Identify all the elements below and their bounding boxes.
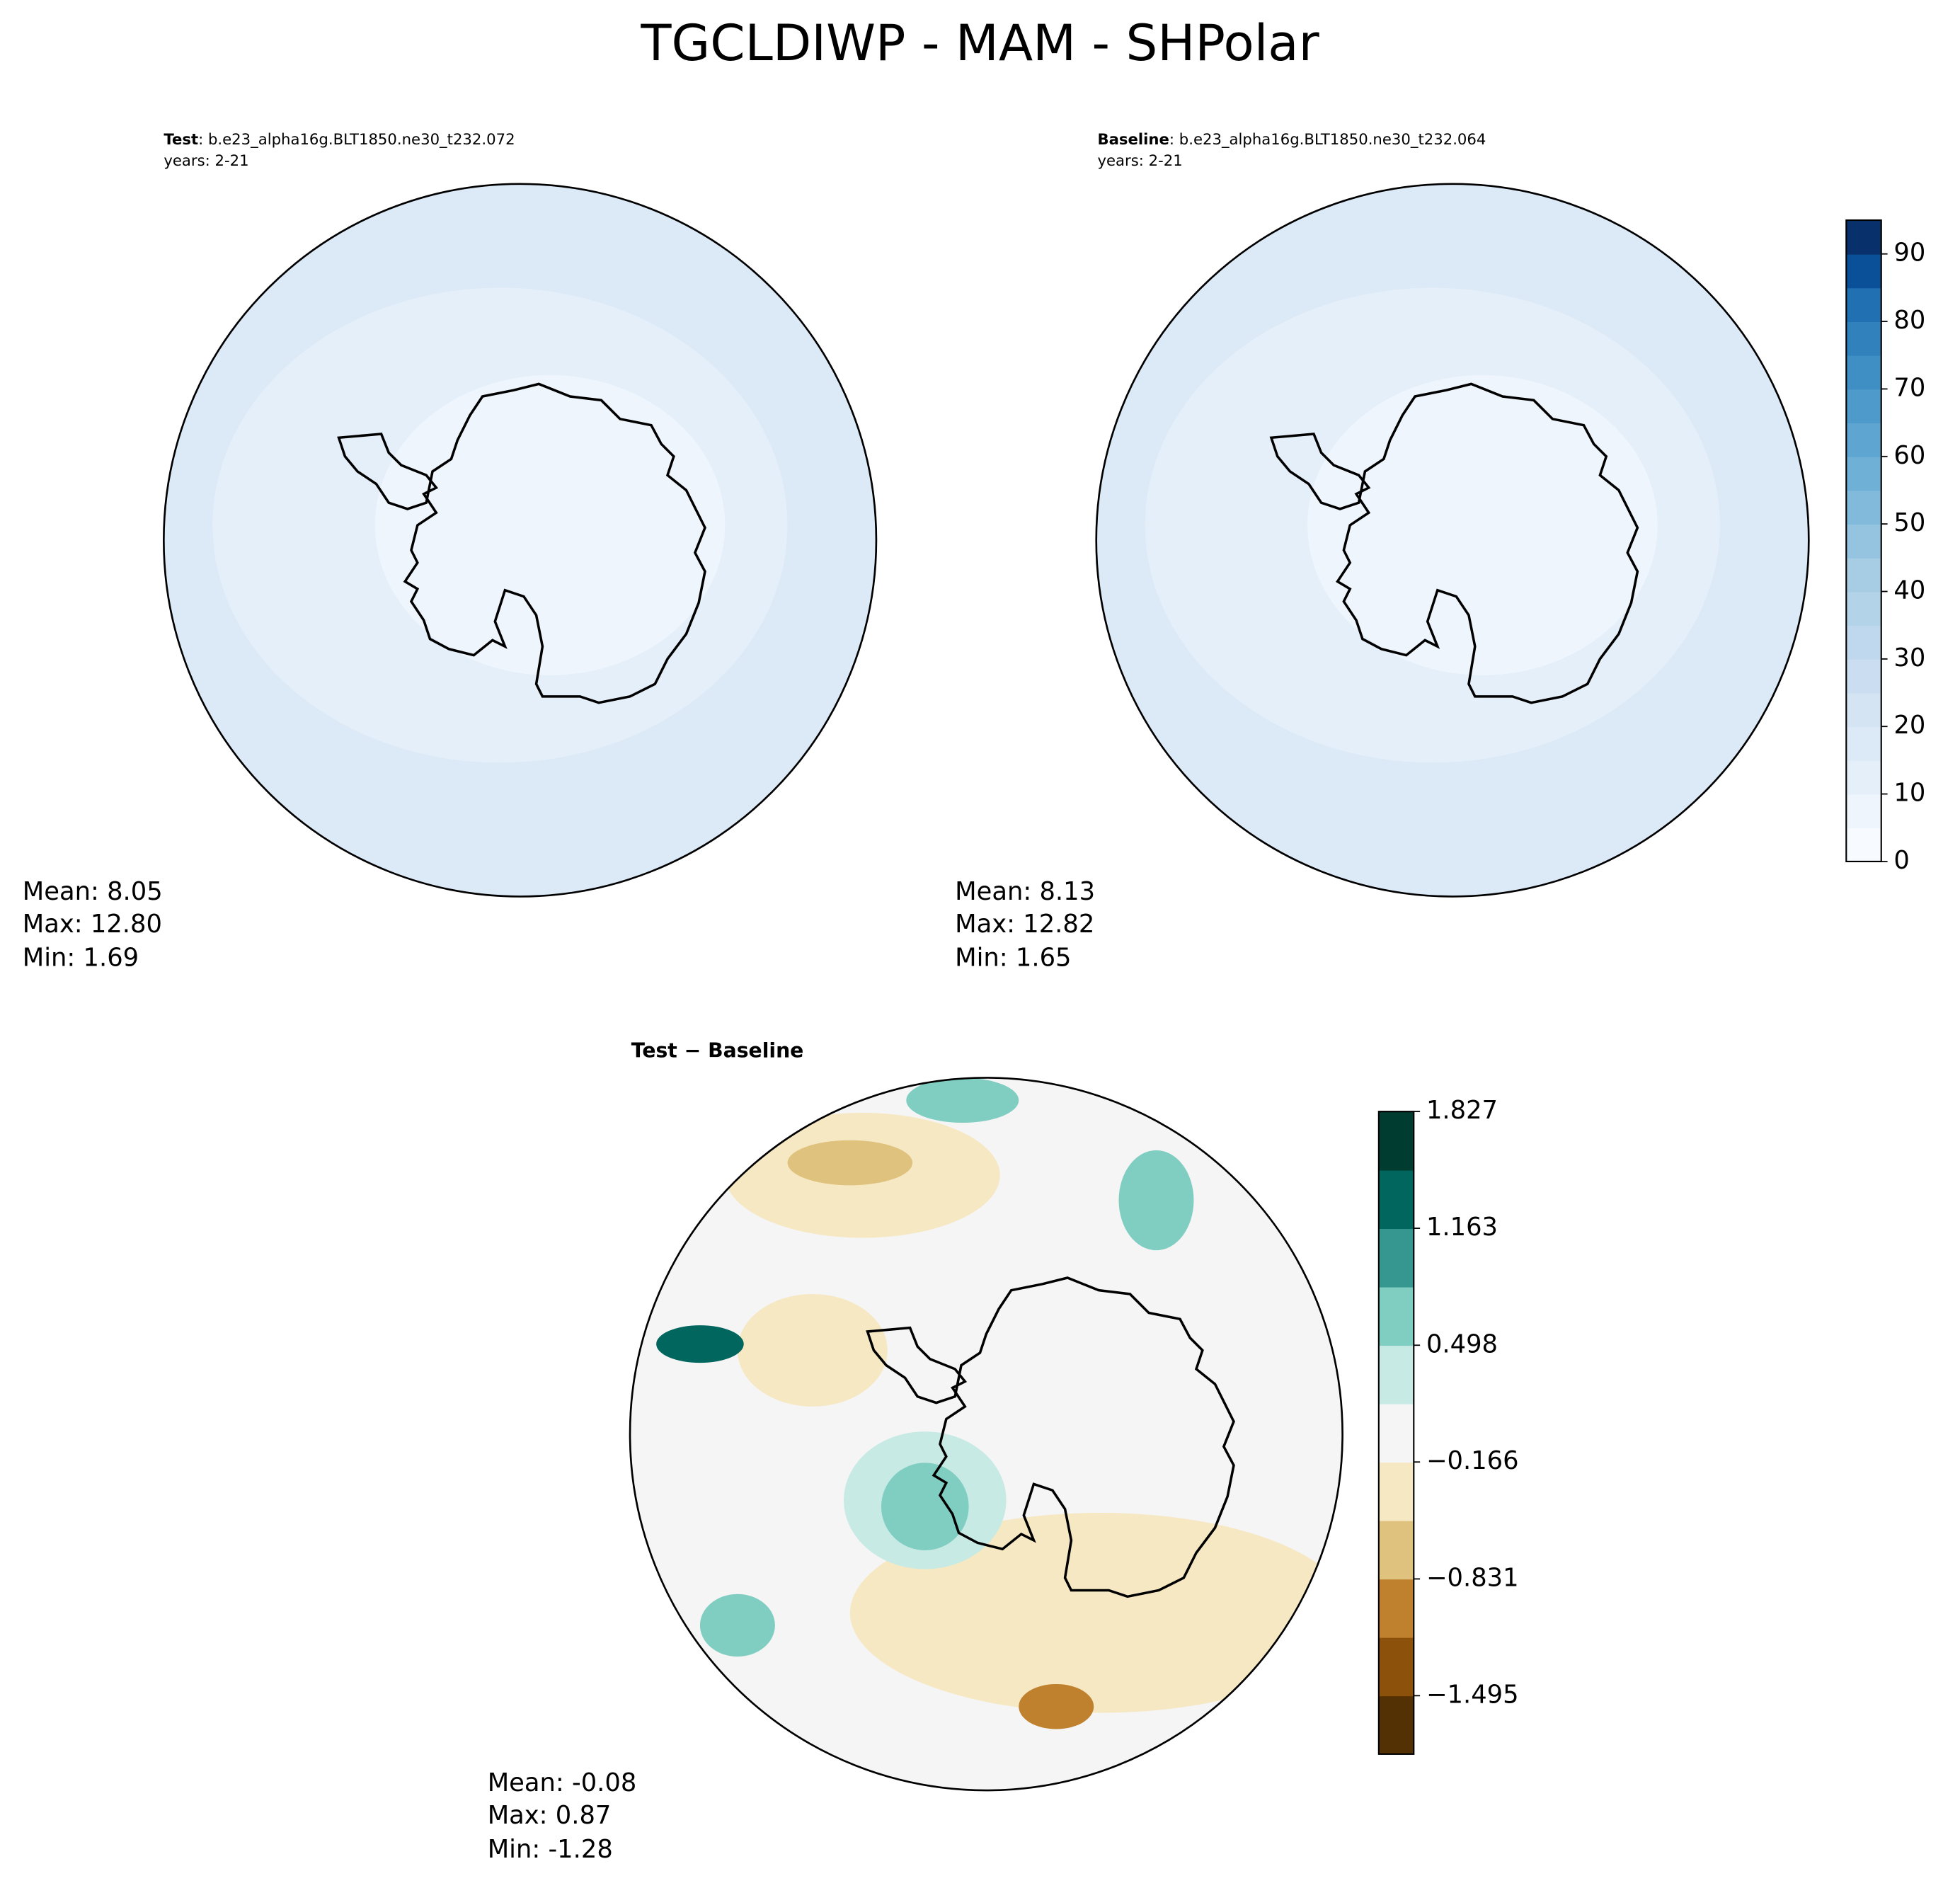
panel-subtitle: Test − Baseline [631,1039,804,1062]
colorbar-tick-label: 20 [1893,711,1925,740]
colorbar-band [1846,658,1881,694]
colorbar-band [1846,794,1881,829]
colorbar-band [1846,692,1881,728]
colorbar-band [1846,591,1881,627]
colorbar-band [1846,423,1881,457]
colorbar-band [1378,1637,1414,1697]
colorbar-tick-label: 0.498 [1426,1329,1498,1358]
colorbar-band [1846,625,1881,660]
stat: Mean: 8.05 [23,877,163,906]
colorbar-tick-label: −0.166 [1426,1446,1519,1475]
map-frame [163,183,878,898]
colorbar-band [1846,490,1881,525]
colorbar-band [1846,524,1881,559]
stat: Min: 1.69 [23,944,139,973]
colorbar-band [1378,1520,1414,1580]
panel-subtitle: Baseline: b.e23_alpha16g.BLT1850.ne30_t2… [1097,130,1486,148]
map [1096,183,1809,897]
colorbar-frame [1377,1111,1415,1755]
colorbar-tick-label: 80 [1893,306,1925,335]
colorbar-tick-label: 30 [1893,643,1925,673]
colorbar-frame [1845,219,1882,863]
colorbar-band [1846,321,1881,356]
stat: Mean: -0.08 [488,1768,637,1797]
stat: Min: -1.28 [488,1835,613,1864]
map [630,1077,1343,1791]
figure-title: TGCLDIWP - MAM - SHPolar [640,13,1319,72]
panel-years: years: 2-21 [1097,151,1182,169]
colorbar-band [1846,389,1881,423]
panel-label: Baseline [1097,130,1169,148]
panel-years: years: 2-21 [164,151,248,169]
colorbar-band [1846,828,1881,862]
colorbar-band [1378,1695,1414,1755]
colorbar-tick-label: 90 [1893,239,1925,268]
colorbar-band [1846,287,1881,322]
stat: Min: 1.65 [955,944,1071,973]
colorbar-tick-label: 1.163 [1426,1213,1498,1242]
colorbar-band [1846,557,1881,593]
colorbar-tick-label: 40 [1893,576,1925,605]
colorbar-band [1846,726,1881,761]
panel-subtitle: Test: b.e23_alpha16g.BLT1850.ne30_t232.0… [164,130,515,148]
colorbar-band [1378,1169,1414,1230]
stat: Max: 0.87 [488,1801,612,1830]
colorbar-band [1378,1228,1414,1288]
colorbar-tick-label: 70 [1893,373,1925,402]
colorbar-band [1378,1111,1414,1171]
panel-case: : b.e23_alpha16g.BLT1850.ne30_t232.072 [198,130,515,148]
colorbar-tick-label: −1.495 [1426,1680,1519,1709]
map-frame [629,1077,1343,1792]
panel-case: : b.e23_alpha16g.BLT1850.ne30_t232.064 [1169,130,1486,148]
colorbar-band [1378,1345,1414,1404]
colorbar-band [1846,456,1881,491]
colorbar-band [1378,1286,1414,1346]
map [164,183,876,897]
colorbar-tick-label: −0.831 [1426,1563,1519,1592]
colorbar-band [1846,220,1881,255]
colorbar-tick-label: 0 [1893,846,1909,875]
colorbar-tick-label: 50 [1893,508,1925,537]
stat: Max: 12.82 [955,910,1094,939]
stat: Max: 12.80 [23,910,162,939]
colorbar-band [1846,355,1881,390]
colorbar-band [1846,253,1881,289]
map-frame [1095,183,1810,898]
colorbar-band [1378,1579,1414,1638]
colorbar-tick-label: 10 [1893,779,1925,808]
colorbar-band [1846,760,1881,795]
stat: Mean: 8.13 [955,877,1095,906]
colorbar-tick-label: 60 [1893,441,1925,470]
panel-label: Test [164,130,198,148]
colorbar-band [1378,1403,1414,1463]
colorbar-band [1378,1462,1414,1521]
colorbar-tick-label: 1.827 [1426,1096,1498,1125]
